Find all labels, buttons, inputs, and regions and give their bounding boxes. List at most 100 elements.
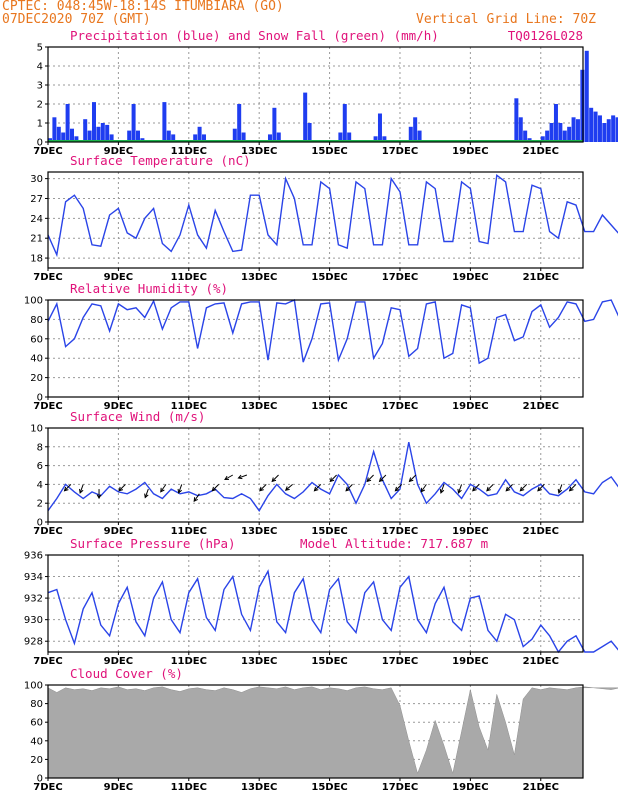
wind-arrow-shaft [64, 484, 72, 492]
wind-arrow [284, 484, 293, 491]
wind-arrow-shaft [79, 484, 84, 494]
wind-arrow-shaft [238, 474, 248, 479]
wind-arrow [271, 474, 279, 483]
wind-arrow-head [378, 477, 384, 483]
precip-bar [232, 128, 237, 142]
wind-arrow-head [505, 486, 511, 492]
precip-title: Precipitation (blue) and Snow Fall (gree… [70, 28, 439, 43]
x-tick-label: 7DEC [33, 782, 62, 793]
wind-arrow [568, 484, 577, 492]
humidity-title: Relative Humidity (%) [70, 281, 228, 296]
wind-arrow-head [63, 486, 69, 492]
wind-arrow-shaft [486, 484, 494, 492]
precip-bar [377, 113, 382, 142]
pressure-line [47, 569, 618, 654]
y-tick-label: 0 [37, 138, 43, 149]
x-tick-label: 19DEC [452, 401, 488, 412]
wind-arrow [439, 484, 445, 494]
x-tick-label: 19DEC [452, 526, 488, 537]
x-tick-label: 21DEC [523, 146, 559, 157]
x-tick-label: 11DEC [171, 656, 207, 667]
y-tick-label: 936 [24, 551, 43, 562]
wind-arrow-head [568, 486, 574, 492]
wind-arrow [144, 488, 149, 499]
x-tick-label: 19DEC [452, 272, 488, 283]
x-tick-label: 19DEC [452, 146, 488, 157]
wind-arrow-head [284, 486, 290, 491]
x-tick-label: 11DEC [171, 526, 207, 537]
wind-arrow-head [96, 494, 102, 500]
x-tick-label: 17DEC [382, 656, 418, 667]
precip-bar [597, 115, 602, 142]
precip-bar [606, 119, 611, 142]
run-time-header: 07DEC2020 70Z (GMT) [2, 12, 151, 27]
x-tick-label: 13DEC [241, 526, 277, 537]
x-tick-label: 17DEC [382, 146, 418, 157]
x-tick-label: 21DEC [523, 526, 559, 537]
wind-arrow-shaft [285, 484, 293, 491]
wind-arrow-shaft [409, 474, 417, 482]
y-tick-label: 932 [24, 594, 43, 605]
precip-bar [518, 117, 523, 142]
model-code-label: TQ0126L028 [508, 28, 583, 43]
cloud-area [47, 686, 618, 779]
precip-bar [267, 134, 272, 142]
precip-bar [338, 132, 343, 142]
y-tick-label: 21 [30, 234, 43, 245]
x-tick-label: 9DEC [104, 782, 133, 793]
y-tick-label: 4 [37, 62, 43, 73]
y-tick-label: 20 [30, 373, 43, 384]
y-tick-label: 0 [37, 393, 43, 404]
y-tick-label: 10 [30, 424, 43, 435]
precip-bar [197, 126, 202, 142]
wind-arrow-head [224, 475, 230, 481]
precip-bar [382, 136, 387, 142]
wind-arrow-shaft [366, 474, 374, 482]
x-tick-label: 7DEC [33, 272, 62, 283]
precip-bar [514, 98, 519, 142]
wind-arrow-head [394, 486, 400, 492]
wind-arrow-shaft [345, 484, 353, 492]
wind-arrow-shaft [314, 484, 322, 492]
y-tick-label: 100 [24, 681, 43, 692]
precip-bar [540, 136, 545, 142]
wind-arrow-shaft [379, 474, 387, 482]
precip-bar [589, 107, 594, 142]
y-tick-label: 5 [37, 43, 43, 54]
x-tick-label: 17DEC [382, 782, 418, 793]
plot-frame [47, 299, 584, 398]
x-tick-label: 13DEC [241, 272, 277, 283]
wind-arrow-head [329, 477, 335, 483]
y-tick-label: 3 [37, 81, 43, 92]
y-tick-label: 80 [30, 699, 43, 710]
wind-arrow [96, 489, 102, 500]
precip-bar [413, 117, 418, 142]
cloud-title: Cloud Cover (%) [70, 666, 183, 681]
precip-bar [171, 134, 176, 142]
x-tick-label: 15DEC [311, 526, 347, 537]
plot-frame [47, 46, 584, 143]
x-tick-label: 9DEC [104, 272, 133, 283]
wind-arrow [345, 484, 353, 492]
wind-arrow-head [486, 486, 491, 492]
pressure-panel: 928 930 932 934 936 7DEC 9DEC 11DEC 13DEC 15DEC 17… [24, 536, 618, 667]
x-tick-label: 9DEC [104, 401, 133, 412]
y-tick-label: 2 [37, 100, 43, 111]
y-tick-label: 20 [30, 755, 43, 766]
precip-bar [65, 104, 70, 142]
precip-bar [166, 130, 171, 142]
temperature-panel: 18 21 24 27 30 7DEC 9DEC 11DEC 13DEC 15DEC 17DEC 19… [30, 153, 618, 283]
precip-bar [56, 126, 61, 142]
wind-arrow [177, 484, 183, 494]
y-tick-label: 80 [30, 315, 43, 326]
precip-bar [408, 126, 413, 142]
x-tick-label: 13DEC [241, 782, 277, 793]
x-tick-label: 15DEC [311, 782, 347, 793]
wind-arrow [259, 484, 267, 492]
wind-arrow-shaft [569, 484, 577, 492]
x-tick-label: 11DEC [171, 146, 207, 157]
x-tick-label: 9DEC [104, 146, 133, 157]
wind-arrow-shaft [271, 474, 279, 482]
wind-line [47, 441, 618, 512]
